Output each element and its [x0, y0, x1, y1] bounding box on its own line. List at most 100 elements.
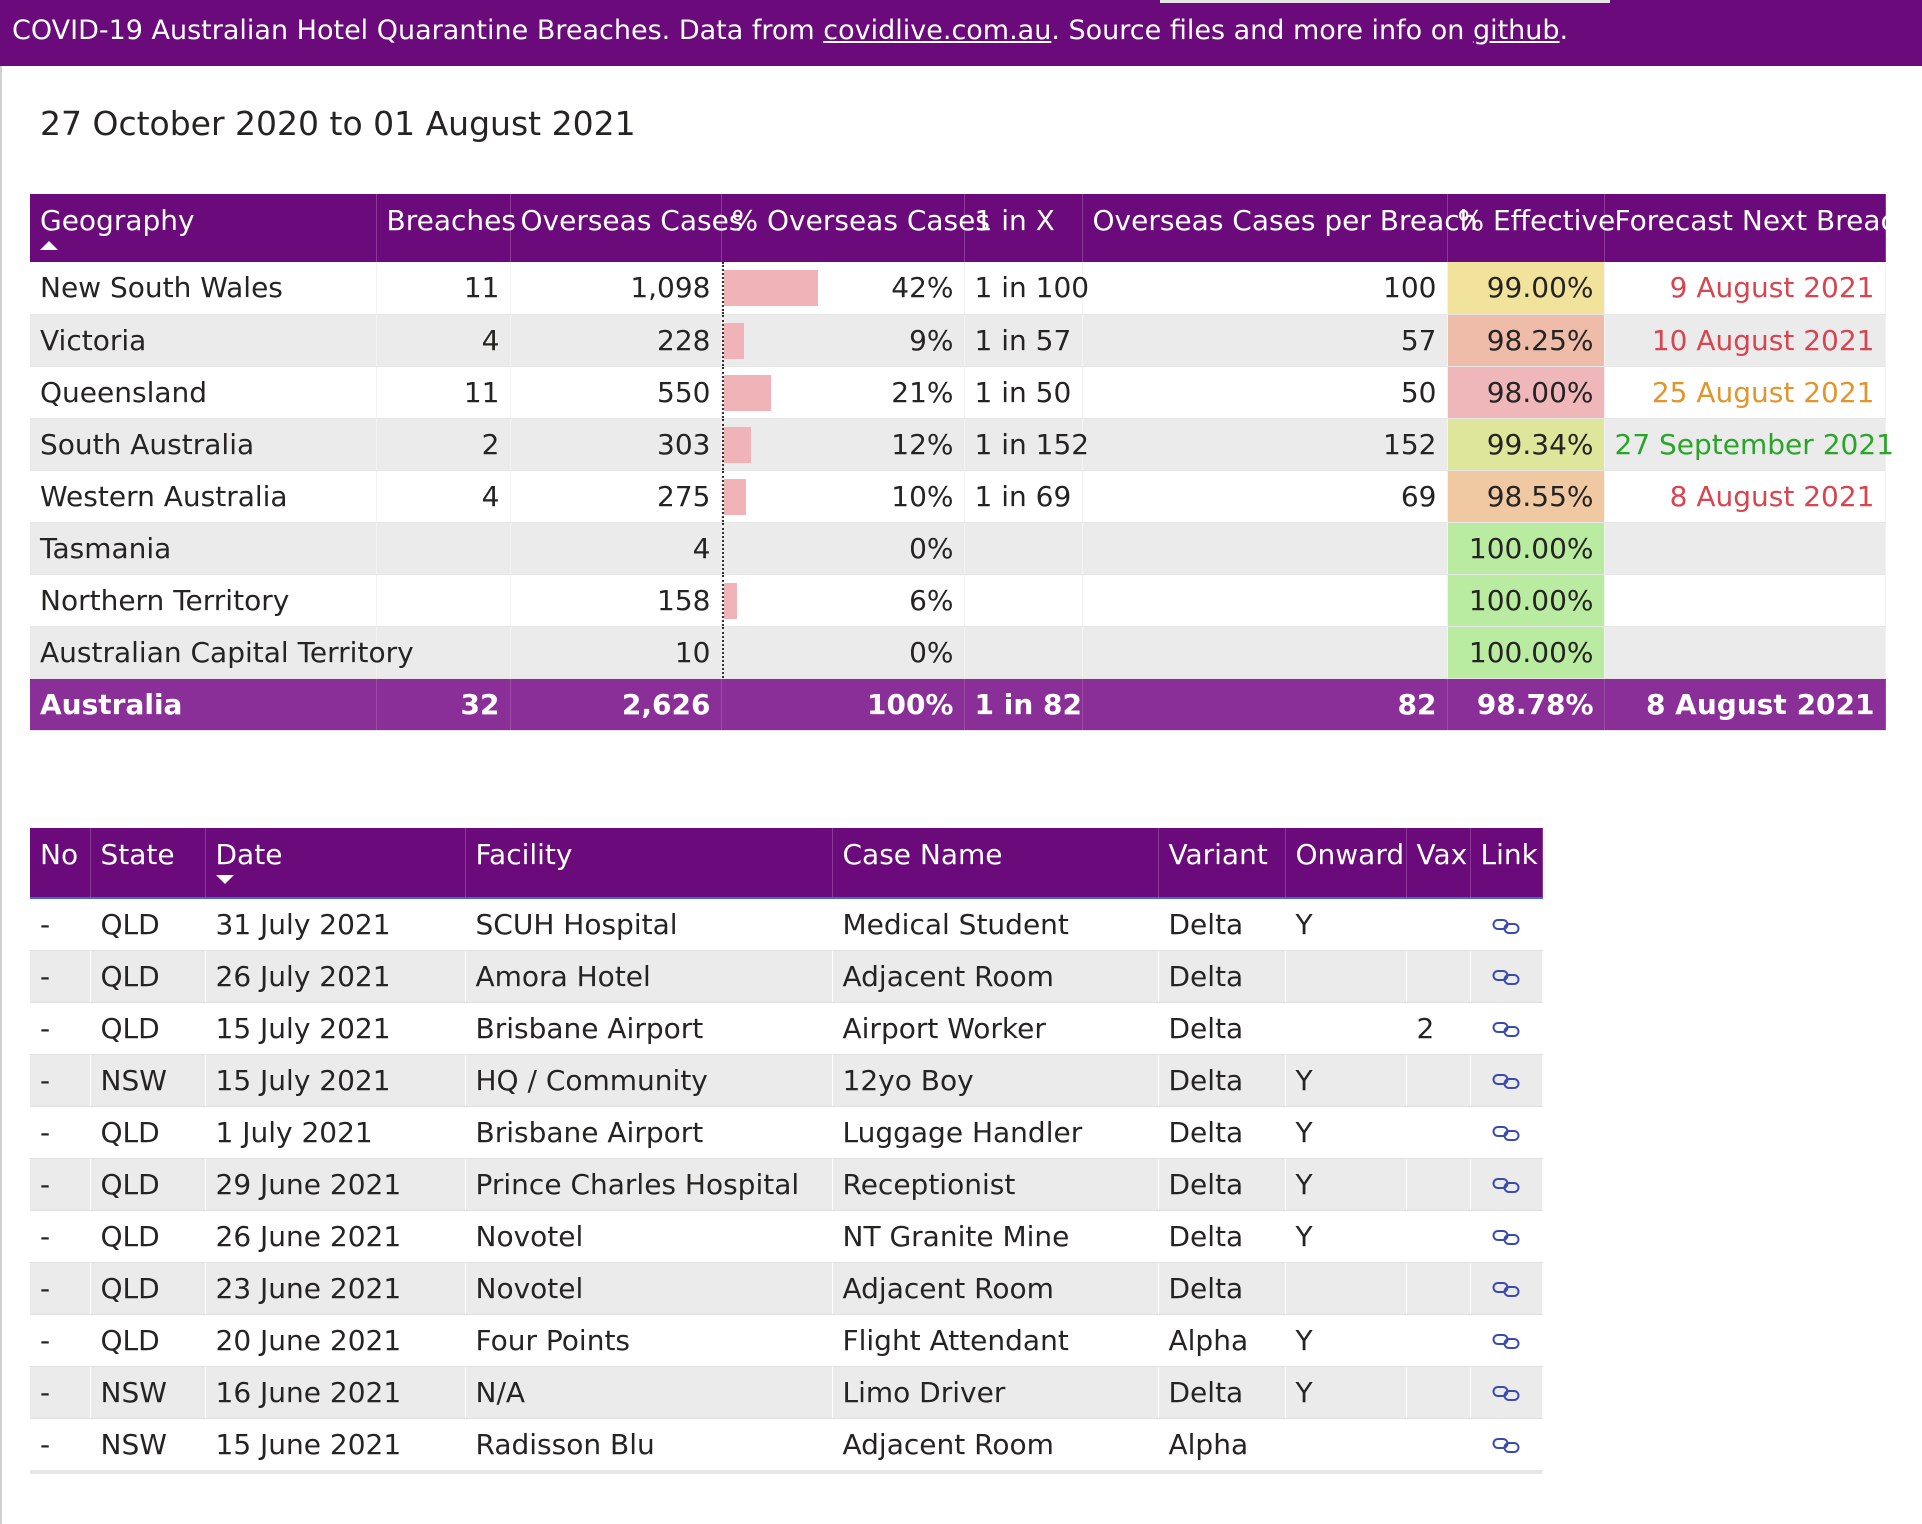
- summary-row: New South Wales 11 1,098 42% 1 in 100 100 99.0…: [30, 262, 1886, 315]
- link-cell[interactable]: [1470, 1158, 1543, 1211]
- one-in-x-cell: 1 in 100: [964, 262, 1089, 315]
- link-icon[interactable]: [1492, 1428, 1520, 1461]
- date-cell: 15 July 2021: [205, 1002, 466, 1055]
- onward-cell: Y: [1285, 1158, 1407, 1211]
- cases-per-breach-cell: [1082, 522, 1448, 575]
- facility-cell: HQ / Community: [465, 1054, 833, 1107]
- link-icon[interactable]: [1492, 1168, 1520, 1201]
- total-pct-overseas-cases: 100%: [721, 678, 965, 731]
- one-in-x-cell: 1 in 57: [964, 314, 1083, 367]
- facility-cell: N/A: [465, 1366, 833, 1419]
- col-header-breaches[interactable]: Breaches: [376, 194, 516, 262]
- geography-cell: Australian Capital Territory: [30, 626, 414, 679]
- pct-effective-cell: 100.00%: [1447, 522, 1605, 575]
- col-header-link[interactable]: Link: [1470, 828, 1543, 899]
- link-cell[interactable]: [1470, 1002, 1543, 1055]
- pct-effective-cell: 99.34%: [1447, 418, 1605, 471]
- total-cases-per-breach: 82: [1082, 678, 1448, 731]
- link-cell[interactable]: [1470, 1210, 1543, 1263]
- col-header-one-in-x[interactable]: 1 in X: [964, 194, 1083, 262]
- breaches-cell: 11: [376, 366, 511, 419]
- one-in-x-cell: 1 in 69: [964, 470, 1083, 523]
- col-header-pct-effective[interactable]: % Effective: [1447, 194, 1615, 262]
- pct-overseas-cases-cell: 10%: [721, 470, 965, 523]
- facility-cell: Novotel: [465, 1210, 833, 1263]
- vax-cell: [1406, 1106, 1471, 1159]
- link-icon[interactable]: [1492, 1012, 1520, 1045]
- banner-scroll-indicator: [1160, 0, 1610, 3]
- breaches-cell: 2: [376, 418, 511, 471]
- overseas-cases-cell: 550: [510, 366, 722, 419]
- link-icon[interactable]: [1492, 1220, 1520, 1253]
- col-header-state[interactable]: State: [90, 828, 206, 899]
- total-one-in-x: 1 in 82: [964, 678, 1083, 731]
- case-name-cell: Medical Student: [832, 898, 1159, 951]
- vax-cell: [1406, 1366, 1471, 1419]
- summary-header-row: Geography Breaches Overseas Cases % Over…: [30, 194, 1914, 262]
- summary-row: Victoria 4 228 9% 1 in 57 57 98.25% 10 August 2…: [30, 314, 1886, 367]
- col-header-variant[interactable]: Variant: [1158, 828, 1286, 899]
- link-cell[interactable]: [1470, 1106, 1543, 1159]
- col-header-overseas-cases[interactable]: Overseas Cases: [510, 194, 743, 262]
- data-bar: [723, 478, 746, 515]
- link-cell[interactable]: [1470, 898, 1543, 951]
- breach-row: - QLD 23 June 2021 Novotel Adjacent Room Delt…: [30, 1262, 1543, 1315]
- header-banner: COVID-19 Australian Hotel Quarantine Bre…: [0, 0, 1922, 66]
- link-icon[interactable]: [1492, 1116, 1520, 1149]
- vax-cell: [1406, 898, 1471, 951]
- state-cell: NSW: [90, 1366, 206, 1419]
- link-cell[interactable]: [1470, 1314, 1543, 1367]
- no-cell: -: [30, 1054, 91, 1107]
- github-link[interactable]: github: [1472, 15, 1560, 46]
- link-cell[interactable]: [1470, 1366, 1543, 1419]
- pct-overseas-cases-cell: 42%: [721, 262, 965, 315]
- pct-value: 9%: [909, 323, 954, 357]
- link-icon[interactable]: [1492, 960, 1520, 993]
- overseas-cases-cell: 275: [510, 470, 722, 523]
- link-cell[interactable]: [1470, 1262, 1543, 1315]
- link-icon[interactable]: [1492, 1064, 1520, 1097]
- cases-per-breach-cell: [1082, 574, 1448, 627]
- state-cell: QLD: [90, 1106, 206, 1159]
- col-header-case-name[interactable]: Case Name: [832, 828, 1159, 899]
- one-in-x-cell: [964, 522, 1083, 575]
- facility-cell: Four Points: [465, 1314, 833, 1367]
- col-header-geography[interactable]: Geography: [30, 194, 377, 262]
- facility-cell: Brisbane Airport: [465, 1106, 833, 1159]
- col-header-no[interactable]: No: [30, 828, 91, 899]
- link-icon[interactable]: [1492, 1272, 1520, 1305]
- breach-row: - QLD 20 June 2021 Four Points Flight Attend…: [30, 1314, 1543, 1367]
- forecast-cell: 25 August 2021: [1604, 366, 1886, 419]
- col-header-onward[interactable]: Onward: [1285, 828, 1407, 899]
- pct-value: 0%: [909, 531, 954, 565]
- col-header-forecast-next-breach[interactable]: Forecast Next Breach: [1604, 194, 1914, 262]
- vax-cell: [1406, 1314, 1471, 1367]
- col-header-facility[interactable]: Facility: [465, 828, 833, 899]
- link-cell[interactable]: [1470, 1418, 1543, 1471]
- bar-axis-line: [721, 366, 724, 418]
- link-cell[interactable]: [1470, 950, 1543, 1003]
- col-header-date[interactable]: Date: [205, 828, 466, 899]
- link-icon[interactable]: [1492, 1324, 1520, 1357]
- col-header-cases-per-breach[interactable]: Overseas Cases per Breach: [1082, 194, 1477, 262]
- one-in-x-cell: 1 in 50: [964, 366, 1083, 419]
- col-header-vax[interactable]: Vax: [1406, 828, 1471, 899]
- pct-effective-cell: 98.55%: [1447, 470, 1605, 523]
- state-cell: QLD: [90, 1158, 206, 1211]
- banner-text-middle: . Source files and more info on: [1051, 15, 1473, 46]
- page-left-border: [0, 66, 2, 1524]
- summary-row: Tasmania 4 0% 100.00%: [30, 522, 1886, 575]
- pct-overseas-cases-cell: 0%: [721, 522, 965, 575]
- summary-row: Northern Territory 158 6% 100.00%: [30, 574, 1886, 627]
- link-icon[interactable]: [1492, 909, 1520, 942]
- state-cell: QLD: [90, 1314, 206, 1367]
- case-name-cell: NT Granite Mine: [832, 1210, 1159, 1263]
- link-cell[interactable]: [1470, 1054, 1543, 1107]
- variant-cell: Delta: [1158, 1002, 1286, 1055]
- link-icon[interactable]: [1492, 1376, 1520, 1409]
- facility-cell: Radisson Blu: [465, 1418, 833, 1471]
- col-header-pct-overseas-cases[interactable]: % Overseas Cases: [721, 194, 990, 262]
- summary-row: Western Australia 4 275 10% 1 in 69 69 98.55% 8…: [30, 470, 1886, 523]
- covidlive-link[interactable]: covidlive.com.au: [823, 15, 1052, 46]
- forecast-cell: [1604, 522, 1886, 575]
